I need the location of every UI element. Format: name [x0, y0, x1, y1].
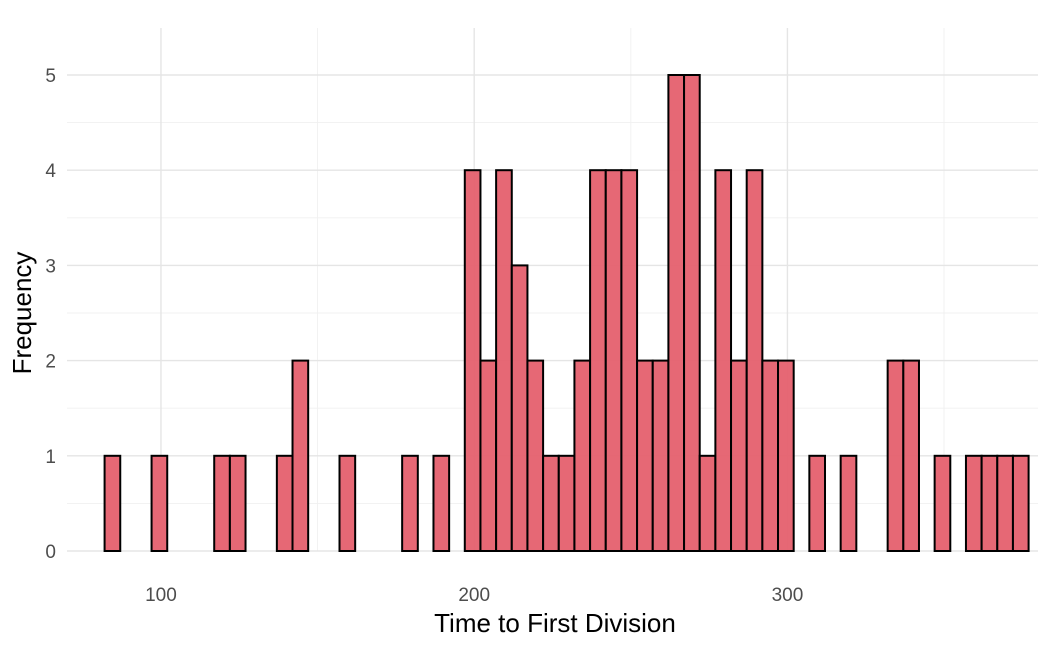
histogram-bar — [542, 454, 560, 552]
histogram-bar — [761, 359, 780, 552]
y-tick-label: 3 — [45, 256, 56, 277]
x-tick-label: 300 — [772, 585, 804, 606]
histogram-bar — [996, 454, 1014, 552]
histogram-bar — [213, 454, 231, 552]
histogram-bar — [745, 169, 764, 552]
histogram-bar — [698, 454, 717, 552]
histogram-bar — [432, 454, 451, 552]
x-tick-label: 200 — [458, 585, 490, 606]
histogram-bar — [730, 359, 748, 552]
x-axis-ticks: 100 200 300 — [145, 585, 803, 606]
y-axis-ticks: 0 1 2 3 4 5 — [45, 66, 56, 563]
histogram-bar — [150, 454, 169, 552]
histogram-bar — [839, 454, 858, 552]
histogram-bar — [667, 74, 686, 552]
histogram-bar — [291, 359, 310, 552]
histogram-bar — [495, 169, 513, 552]
histogram-bar — [479, 359, 498, 552]
histogram-bar — [683, 74, 701, 552]
y-axis-title: Frequency — [7, 252, 37, 375]
y-tick-label: 2 — [45, 352, 56, 373]
histogram-bar — [808, 454, 827, 552]
histogram-bar — [103, 454, 122, 552]
y-tick-label: 1 — [45, 447, 56, 468]
y-tick-label: 0 — [45, 542, 56, 563]
histogram-bar — [636, 359, 654, 552]
histogram-bar — [886, 359, 905, 552]
histogram-bar — [589, 169, 607, 552]
histogram-bar — [604, 169, 623, 552]
x-axis-title: Time to First Division — [434, 608, 676, 638]
histogram-bar — [980, 454, 999, 552]
y-tick-label: 4 — [45, 161, 56, 182]
histogram-bar — [933, 454, 952, 552]
x-tick-label: 100 — [145, 585, 177, 606]
histogram-bar — [338, 454, 357, 552]
histogram-bar — [777, 359, 795, 552]
histogram-bar — [714, 169, 733, 552]
histogram-bar — [651, 359, 670, 552]
histogram-bar — [463, 169, 482, 552]
histogram-bar — [557, 454, 576, 552]
histogram-bar — [401, 454, 419, 552]
y-tick-label: 5 — [45, 66, 56, 87]
histogram-bar — [228, 454, 247, 552]
histogram-bar — [526, 359, 545, 552]
histogram-bar — [620, 169, 639, 552]
histogram-bar — [275, 454, 294, 552]
histogram-bar — [1011, 454, 1030, 552]
histogram-bar — [573, 359, 592, 552]
bars — [103, 74, 1030, 552]
histogram-bar — [510, 264, 529, 552]
histogram-bar — [964, 454, 983, 552]
histogram-bar — [902, 359, 920, 552]
